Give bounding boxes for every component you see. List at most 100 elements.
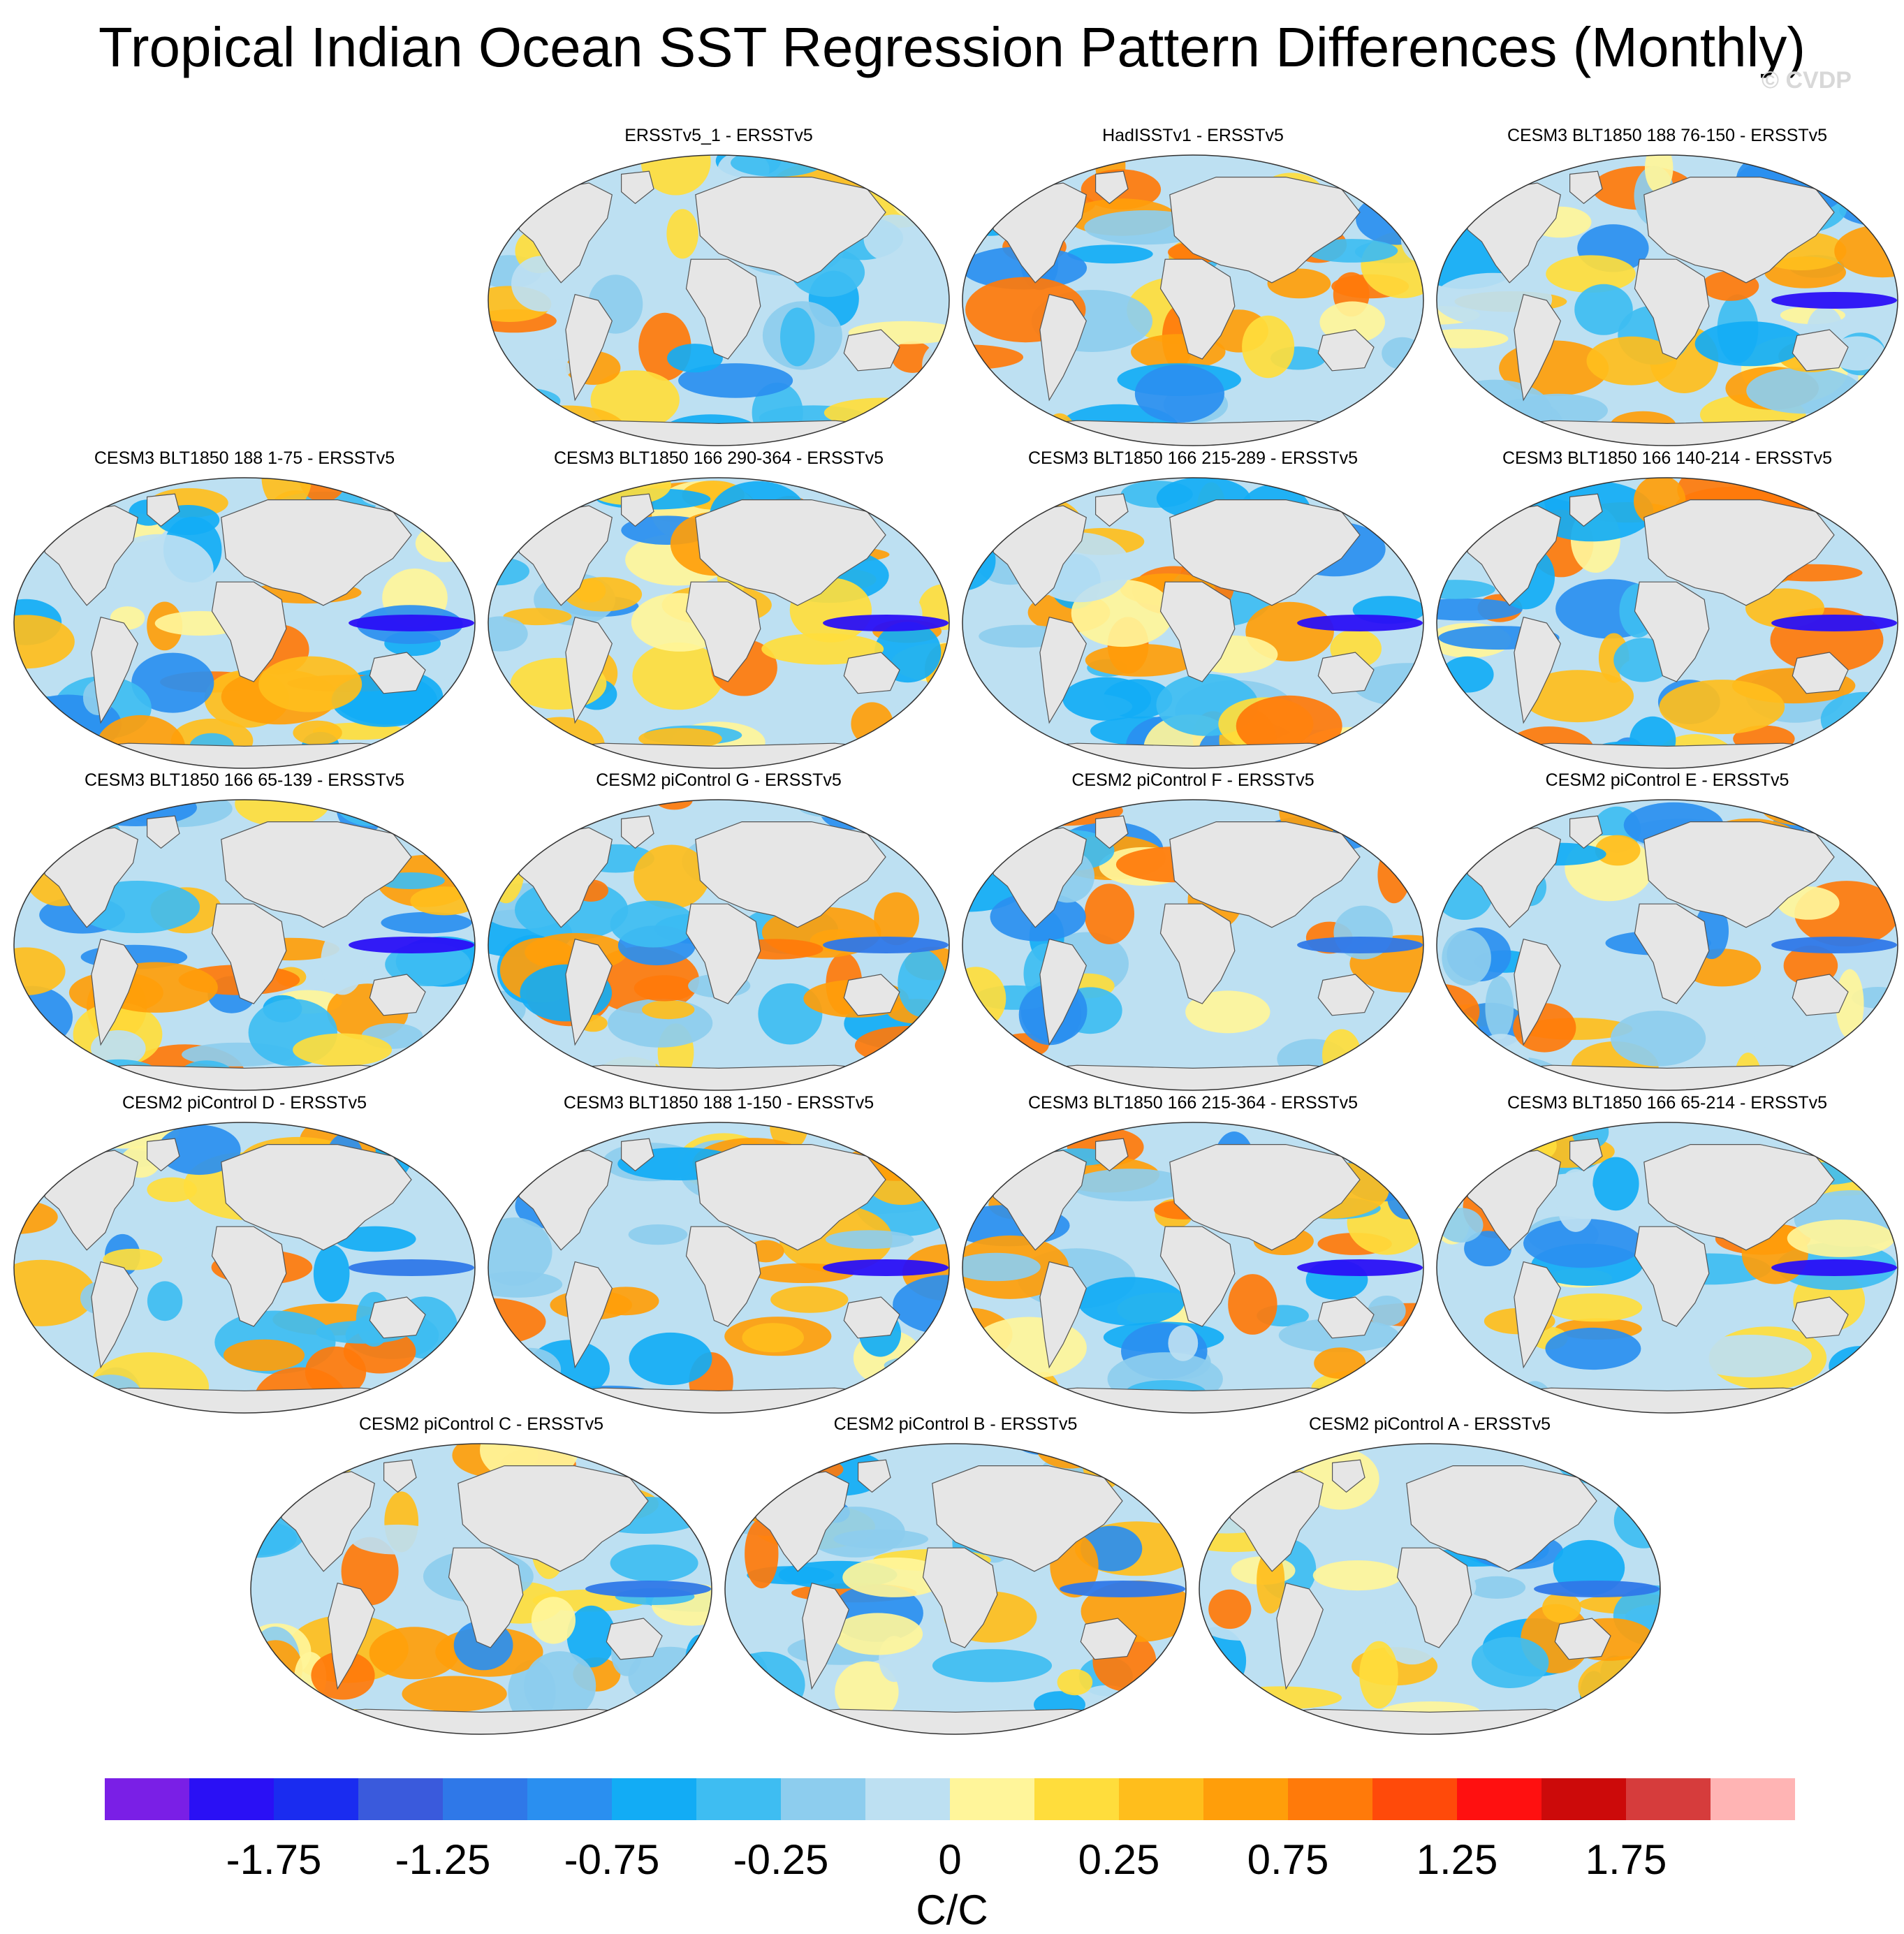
anomaly-region	[451, 1122, 475, 1146]
anomaly-region	[488, 835, 525, 904]
land-mass	[1634, 581, 1710, 682]
anomaly-region	[891, 809, 949, 827]
land-mass	[509, 420, 928, 446]
map-border	[1436, 154, 1898, 446]
land-mass	[1039, 616, 1087, 724]
land-mass	[369, 974, 426, 1016]
anomaly-region	[610, 1544, 698, 1582]
panel-title: CESM2 piControl F - ERSSTv5	[1071, 770, 1315, 790]
land-mass	[746, 1708, 1165, 1734]
colorbar-tick-label: 0.25	[1078, 1836, 1160, 1883]
colorbar-units-label: C/C	[916, 1887, 988, 1933]
colorbar-swatch	[950, 1778, 1035, 1820]
land-mass	[91, 1261, 138, 1369]
anomaly-region	[488, 1122, 528, 1141]
anomaly-region	[1437, 1127, 1470, 1196]
colorbar-tick-label: 0	[938, 1836, 962, 1883]
land-mass	[1643, 821, 1835, 928]
anomaly-region	[14, 1127, 80, 1178]
anomaly-region	[1314, 1347, 1366, 1379]
anomaly-region	[381, 911, 472, 934]
land-mass	[983, 420, 1403, 446]
land-mass	[1080, 1618, 1137, 1660]
land-mass	[1169, 499, 1361, 606]
anomaly-region	[1545, 1327, 1641, 1370]
land-mass	[843, 329, 900, 372]
anomaly-region	[610, 900, 696, 948]
anomaly-region	[1185, 990, 1270, 1034]
anomaly-region	[1472, 1636, 1549, 1688]
anomaly-region	[425, 1029, 475, 1049]
anomaly-region	[962, 800, 1016, 851]
anomaly-region	[1062, 677, 1152, 721]
anomaly-region	[964, 802, 1020, 835]
anomaly-region	[1694, 321, 1806, 367]
anomaly-region	[147, 1281, 183, 1321]
anomaly-region	[491, 155, 571, 177]
colorbar-tick-label: -0.25	[733, 1836, 829, 1883]
land-mass	[1159, 1226, 1236, 1327]
anomaly-region	[835, 1661, 899, 1722]
panel-title: CESM3 BLT1850 166 65-139 - ERSSTv5	[84, 770, 405, 790]
land-mass	[685, 581, 761, 682]
equatorial-pacific-anomaly	[823, 615, 949, 631]
panel-title: CESM3 BLT1850 166 140-214 - ERSSTv5	[1502, 448, 1832, 468]
anomaly-region	[488, 1217, 552, 1286]
anomaly-region	[1005, 1050, 1046, 1090]
land-mass	[621, 815, 654, 849]
colorbar-swatch	[781, 1778, 866, 1820]
colorbar-tick-label: 1.75	[1585, 1836, 1667, 1883]
anomaly-region	[825, 1230, 914, 1249]
land-mass	[685, 258, 761, 360]
land-mass	[1514, 938, 1561, 1046]
anomaly-region	[157, 1124, 241, 1175]
anomaly-region	[879, 719, 949, 768]
map-border	[962, 154, 1424, 446]
anomaly-region	[1688, 1335, 1812, 1377]
land-mass	[1634, 903, 1710, 1004]
anomaly-region	[1586, 336, 1677, 386]
anomaly-region	[1556, 1169, 1595, 1232]
anomaly-region	[667, 344, 723, 373]
land-mass	[621, 170, 654, 205]
land-mass	[1514, 293, 1561, 402]
anomaly-region	[537, 359, 572, 379]
map-border	[1436, 799, 1898, 1091]
map-border	[13, 477, 476, 769]
anomaly-region	[1041, 1072, 1083, 1090]
colorbar-swatch	[1372, 1778, 1458, 1820]
anomaly-region	[488, 740, 572, 763]
land-mass	[565, 293, 613, 402]
anomaly-region	[402, 1676, 507, 1712]
panel-title: CESM2 piControl A - ERSSTv5	[1309, 1414, 1551, 1434]
land-mass	[802, 1582, 849, 1690]
sst-difference-map	[962, 154, 1424, 446]
anomaly-region	[962, 1042, 1032, 1078]
anomaly-region	[1067, 244, 1153, 264]
land-mass	[1169, 176, 1361, 284]
land-mass	[211, 1226, 287, 1327]
anomaly-region	[1199, 1712, 1275, 1734]
colorbar-swatch	[1711, 1778, 1795, 1820]
anomaly-region	[1359, 1641, 1398, 1709]
land-mass	[1220, 1708, 1639, 1734]
anomaly-region	[962, 425, 1041, 446]
anomaly-region	[428, 1129, 475, 1170]
anomaly-region	[321, 928, 365, 995]
map-panel: CESM3 BLT1850 166 215-364 - ERSSTv5	[961, 1093, 1425, 1414]
anomaly-region	[678, 363, 793, 398]
colorbar-swatch	[189, 1778, 274, 1820]
sst-difference-map	[1199, 1443, 1661, 1735]
colorbar	[105, 1778, 1795, 1820]
equatorial-pacific-anomaly	[1297, 937, 1423, 953]
panel-title: CESM2 piControl D - ERSSTv5	[122, 1093, 367, 1113]
sst-difference-map	[1436, 1122, 1898, 1414]
anomaly-region	[770, 1286, 849, 1313]
anomaly-region	[223, 1339, 305, 1371]
land-mass	[1458, 742, 1877, 768]
anomaly-region	[1134, 1444, 1186, 1483]
land-mass	[983, 1387, 1403, 1413]
land-mass	[695, 821, 886, 928]
anomaly-region	[334, 1226, 416, 1252]
land-mass	[1095, 815, 1129, 849]
